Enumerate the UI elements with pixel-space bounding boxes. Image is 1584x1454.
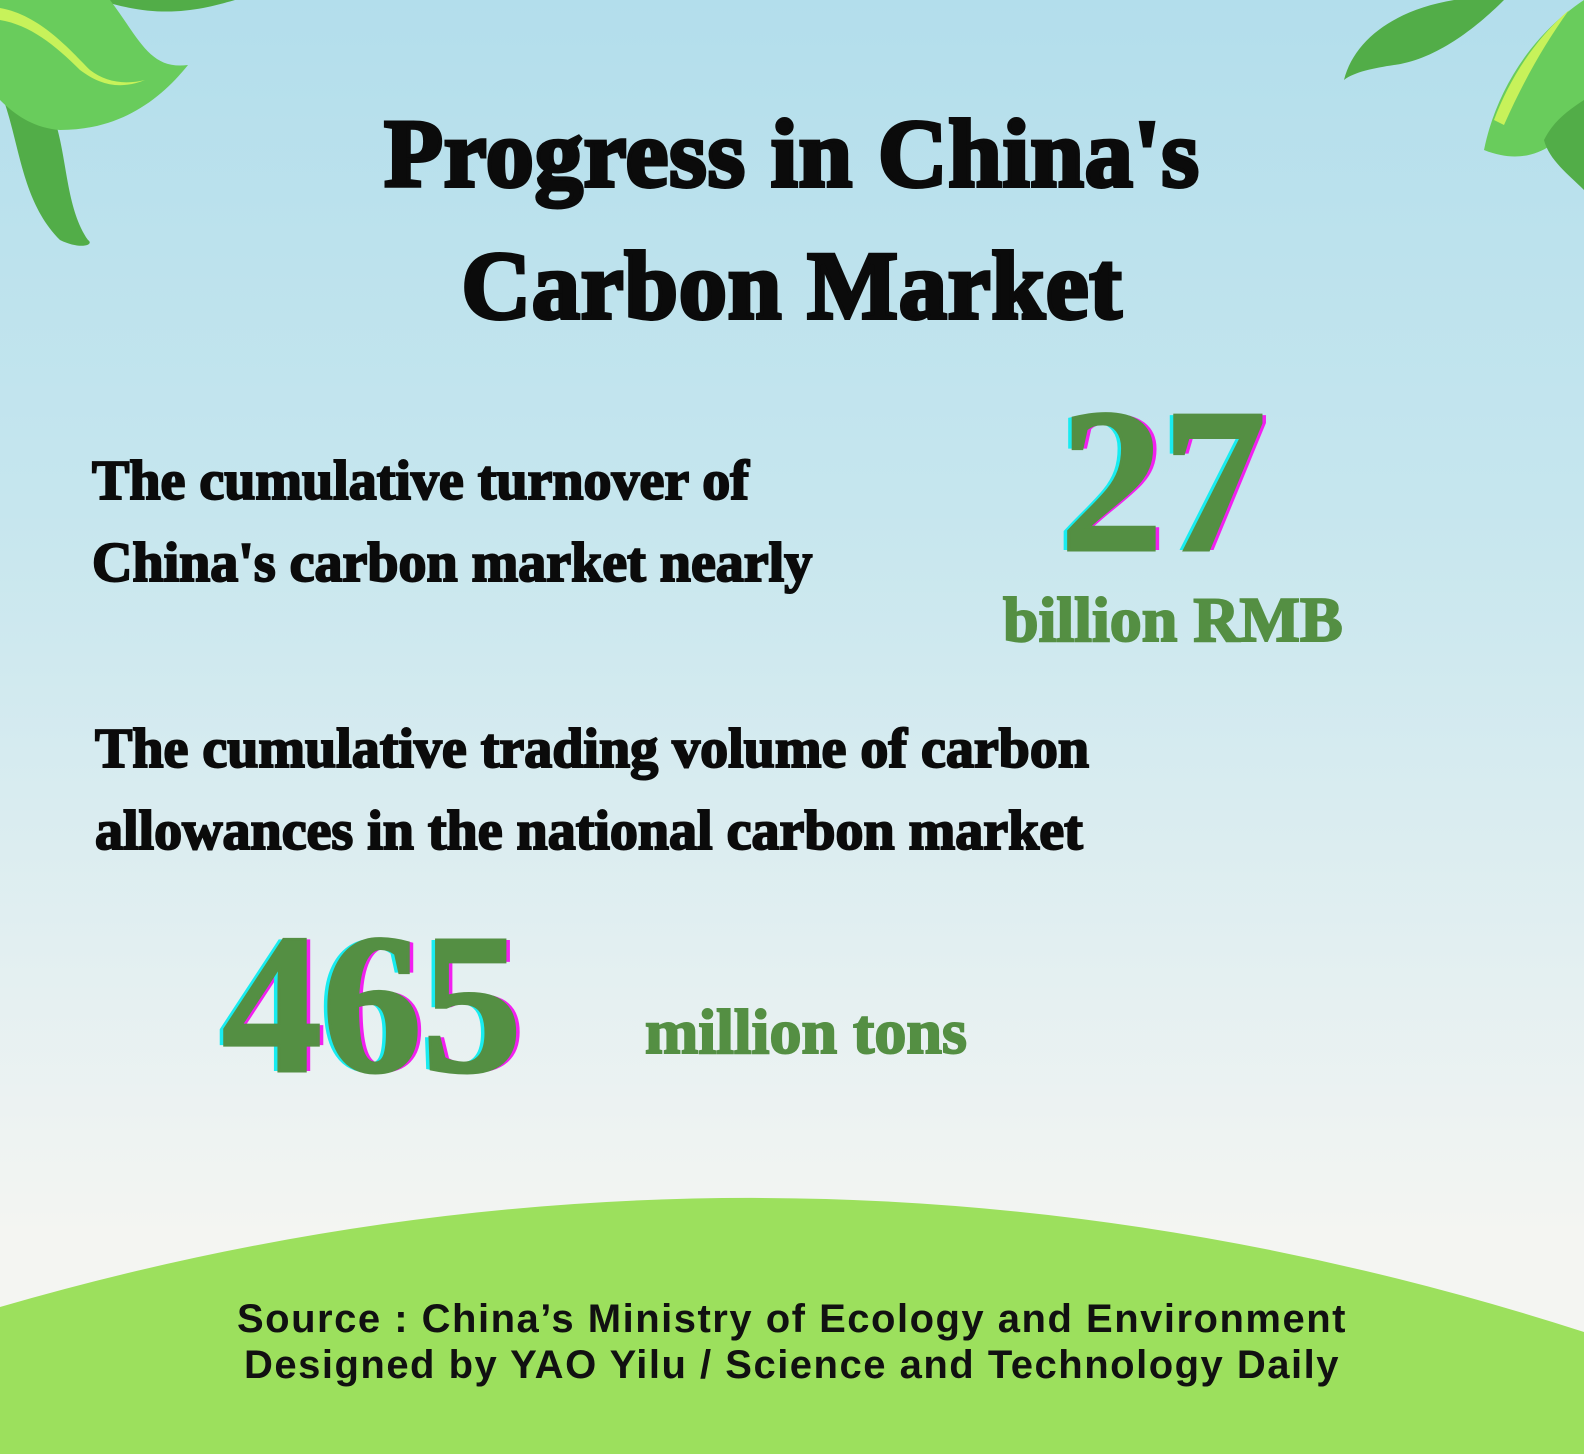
- turnover-value: 27: [1059, 366, 1268, 595]
- volume-unit: million tons: [644, 996, 968, 1067]
- turnover-description: The cumulative turnover of China's carbo…: [91, 440, 813, 604]
- volume-description: The cumulative trading volume of carbon …: [94, 708, 1090, 872]
- volume-value: 465: [221, 894, 524, 1115]
- source-text: Source : China’s Ministry of Ecology and…: [237, 1297, 1347, 1341]
- footer: Source : China’s Ministry of Ecology and…: [0, 1296, 1584, 1388]
- turnover-unit: billion RMB: [1002, 584, 1344, 655]
- volume-text-line-1: The cumulative trading volume of carbon: [94, 717, 1090, 781]
- title-line-1: Progress in China's: [382, 98, 1201, 209]
- leaf-top-left-icon: [0, 0, 235, 246]
- turnover-text-line-2: China's carbon market nearly: [91, 531, 813, 595]
- page-title: Progress in China's Carbon Market: [0, 88, 1584, 352]
- title-line-2: Carbon Market: [460, 230, 1124, 341]
- credit-text: Designed by YAO Yilu / Science and Techn…: [243, 1343, 1341, 1387]
- green-hill-background: [0, 1197, 1584, 1454]
- leaf-top-right-icon: [1344, 0, 1584, 190]
- turnover-text-line-1: The cumulative turnover of: [91, 449, 750, 513]
- volume-text-line-2: allowances in the national carbon market: [94, 799, 1084, 863]
